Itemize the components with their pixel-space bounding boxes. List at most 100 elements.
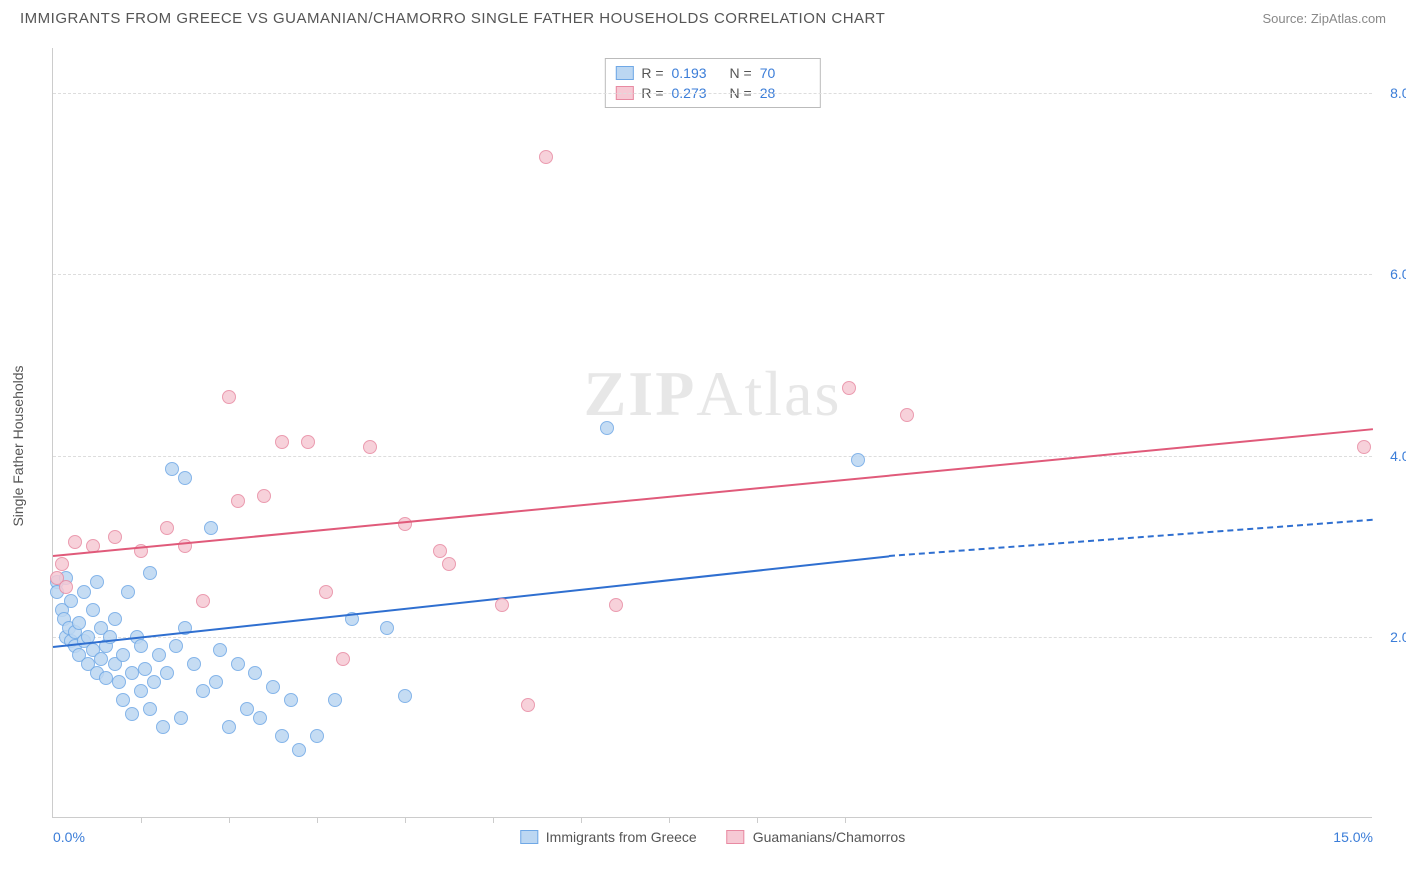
- x-tick-mark: [757, 817, 758, 823]
- data-point: [94, 652, 108, 666]
- data-point: [301, 435, 315, 449]
- data-point: [328, 693, 342, 707]
- data-point: [64, 594, 78, 608]
- trend-line: [53, 555, 889, 648]
- watermark: ZIPAtlas: [584, 357, 842, 431]
- correlation-legend: R =0.193N =70R =0.273N =28: [604, 58, 820, 108]
- gridline: [53, 93, 1372, 94]
- data-point: [609, 598, 623, 612]
- data-point: [112, 675, 126, 689]
- data-point: [174, 711, 188, 725]
- data-point: [169, 639, 183, 653]
- trend-line: [53, 428, 1373, 557]
- y-tick-label: 8.0%: [1377, 85, 1406, 101]
- data-point: [160, 521, 174, 535]
- chart-plot-area: ZIPAtlas R =0.193N =70R =0.273N =28 Immi…: [52, 48, 1372, 818]
- x-tick-mark: [405, 817, 406, 823]
- data-point: [196, 594, 210, 608]
- data-point: [121, 585, 135, 599]
- legend-swatch: [727, 830, 745, 844]
- x-tick-label: 0.0%: [53, 829, 85, 845]
- data-point: [363, 440, 377, 454]
- legend-swatch: [615, 66, 633, 80]
- data-point: [134, 639, 148, 653]
- series-legend: Immigrants from Greece Guamanians/Chamorr…: [520, 829, 905, 845]
- data-point: [143, 702, 157, 716]
- legend-n-value: 70: [760, 65, 810, 81]
- data-point: [86, 603, 100, 617]
- data-point: [248, 666, 262, 680]
- data-point: [310, 729, 324, 743]
- data-point: [72, 616, 86, 630]
- data-point: [222, 390, 236, 404]
- data-point: [222, 720, 236, 734]
- data-point: [108, 530, 122, 544]
- data-point: [165, 462, 179, 476]
- data-point: [125, 707, 139, 721]
- legend-label: Immigrants from Greece: [546, 829, 697, 845]
- gridline: [53, 456, 1372, 457]
- x-tick-mark: [317, 817, 318, 823]
- y-tick-label: 4.0%: [1377, 448, 1406, 464]
- data-point: [275, 729, 289, 743]
- data-point: [257, 489, 271, 503]
- x-tick-mark: [141, 817, 142, 823]
- trend-line: [889, 519, 1373, 557]
- data-point: [68, 535, 82, 549]
- legend-n-label: N =: [730, 65, 752, 81]
- gridline: [53, 274, 1372, 275]
- data-point: [160, 666, 174, 680]
- chart-title: IMMIGRANTS FROM GREECE VS GUAMANIAN/CHAM…: [20, 10, 885, 27]
- data-point: [336, 652, 350, 666]
- data-point: [398, 689, 412, 703]
- x-tick-mark: [845, 817, 846, 823]
- data-point: [108, 612, 122, 626]
- legend-row: R = 0.193 N = 70: [615, 63, 809, 83]
- x-tick-label: 15.0%: [1333, 829, 1373, 845]
- data-point: [842, 381, 856, 395]
- data-point: [196, 684, 210, 698]
- x-tick-mark: [229, 817, 230, 823]
- data-point: [292, 743, 306, 757]
- y-axis-label: Single Father Households: [10, 365, 26, 526]
- data-point: [253, 711, 267, 725]
- data-point: [116, 648, 130, 662]
- data-point: [59, 580, 73, 594]
- data-point: [319, 585, 333, 599]
- data-point: [442, 557, 456, 571]
- gridline: [53, 637, 1372, 638]
- data-point: [266, 680, 280, 694]
- data-point: [55, 557, 69, 571]
- data-point: [187, 657, 201, 671]
- data-point: [77, 585, 91, 599]
- x-tick-mark: [493, 817, 494, 823]
- data-point: [204, 521, 218, 535]
- legend-swatch: [520, 830, 538, 844]
- data-point: [156, 720, 170, 734]
- data-point: [433, 544, 447, 558]
- data-point: [90, 575, 104, 589]
- data-point: [380, 621, 394, 635]
- x-tick-mark: [669, 817, 670, 823]
- data-point: [152, 648, 166, 662]
- data-point: [209, 675, 223, 689]
- data-point: [213, 643, 227, 657]
- data-point: [284, 693, 298, 707]
- legend-r-value: 0.193: [672, 65, 722, 81]
- legend-label: Guamanians/Chamorros: [753, 829, 906, 845]
- data-point: [125, 666, 139, 680]
- y-tick-label: 6.0%: [1377, 266, 1406, 282]
- legend-item: Guamanians/Chamorros: [727, 829, 906, 845]
- legend-r-label: R =: [641, 65, 663, 81]
- data-point: [99, 671, 113, 685]
- data-point: [138, 662, 152, 676]
- data-point: [275, 435, 289, 449]
- data-point: [521, 698, 535, 712]
- data-point: [231, 657, 245, 671]
- data-point: [1357, 440, 1371, 454]
- data-point: [495, 598, 509, 612]
- legend-item: Immigrants from Greece: [520, 829, 697, 845]
- data-point: [178, 471, 192, 485]
- data-point: [143, 566, 157, 580]
- data-point: [231, 494, 245, 508]
